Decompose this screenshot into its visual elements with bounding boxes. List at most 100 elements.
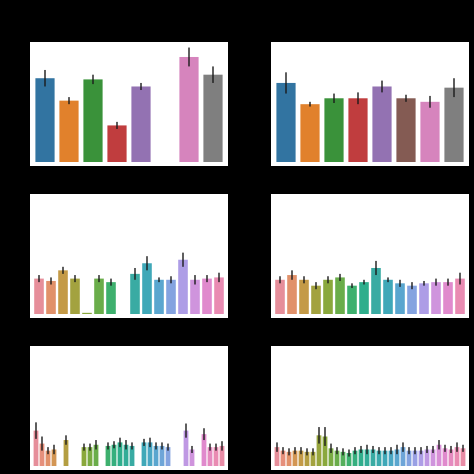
bar bbox=[275, 279, 285, 314]
bar bbox=[82, 312, 92, 314]
bar bbox=[424, 449, 430, 466]
bar bbox=[147, 442, 153, 466]
bar bbox=[334, 450, 340, 466]
subplot-3 bbox=[30, 194, 228, 318]
bar bbox=[190, 279, 200, 314]
bar bbox=[105, 445, 111, 466]
bar bbox=[444, 87, 464, 162]
bar bbox=[371, 267, 381, 314]
bar bbox=[396, 98, 416, 162]
bar bbox=[45, 450, 51, 466]
bar bbox=[117, 442, 123, 466]
bar bbox=[299, 279, 309, 314]
bar bbox=[93, 444, 99, 466]
bar bbox=[111, 444, 117, 466]
bar bbox=[189, 449, 195, 466]
bar bbox=[292, 450, 298, 466]
bar bbox=[280, 450, 286, 466]
bar bbox=[430, 449, 436, 466]
bar bbox=[130, 273, 140, 314]
bar bbox=[165, 447, 171, 466]
bar bbox=[70, 278, 80, 314]
subplot-grid bbox=[30, 42, 469, 470]
bar bbox=[83, 79, 103, 162]
subplot-2 bbox=[271, 42, 469, 166]
bar bbox=[276, 82, 296, 162]
subplot-6 bbox=[271, 346, 469, 470]
bar bbox=[214, 277, 224, 314]
bar bbox=[166, 279, 176, 314]
bar bbox=[63, 440, 69, 466]
bar bbox=[418, 450, 424, 466]
bar bbox=[51, 449, 57, 466]
bar bbox=[431, 282, 441, 314]
bar bbox=[286, 451, 292, 466]
bar bbox=[123, 444, 129, 466]
bar bbox=[34, 278, 44, 314]
bar bbox=[219, 445, 225, 466]
bar bbox=[348, 98, 368, 162]
bar bbox=[395, 283, 405, 314]
bar bbox=[46, 280, 56, 314]
subplot-5 bbox=[30, 346, 228, 470]
bar bbox=[358, 449, 364, 466]
bar bbox=[316, 435, 322, 466]
bar bbox=[442, 448, 448, 466]
bar bbox=[274, 447, 280, 466]
bar bbox=[407, 285, 417, 314]
bar bbox=[448, 449, 454, 466]
bar bbox=[400, 447, 406, 466]
bar bbox=[340, 451, 346, 466]
bar bbox=[300, 104, 320, 162]
bar bbox=[179, 56, 199, 163]
bar bbox=[454, 447, 460, 466]
bar bbox=[298, 450, 304, 466]
bar bbox=[141, 442, 147, 466]
bar bbox=[347, 285, 357, 314]
bar bbox=[106, 282, 116, 314]
bar bbox=[87, 447, 93, 466]
bar bbox=[383, 279, 393, 314]
bar bbox=[443, 282, 453, 314]
bar bbox=[460, 448, 466, 466]
bar bbox=[359, 282, 369, 314]
bar bbox=[129, 445, 135, 466]
bar bbox=[213, 447, 219, 466]
bar bbox=[322, 436, 328, 466]
bar bbox=[372, 86, 392, 162]
bar bbox=[335, 277, 345, 314]
bar bbox=[420, 101, 440, 162]
bar bbox=[58, 270, 68, 314]
bar bbox=[207, 447, 213, 466]
bar bbox=[131, 86, 151, 162]
bar bbox=[178, 259, 188, 314]
bar bbox=[202, 278, 212, 314]
bar bbox=[201, 434, 207, 466]
bar bbox=[81, 447, 87, 466]
bar bbox=[406, 450, 412, 466]
bar bbox=[376, 450, 382, 466]
subplot-background bbox=[30, 346, 228, 470]
bar bbox=[394, 449, 400, 466]
bar bbox=[159, 445, 165, 466]
bar bbox=[33, 430, 39, 466]
bar bbox=[370, 449, 376, 466]
bar bbox=[203, 74, 223, 162]
bar bbox=[311, 285, 321, 314]
bar bbox=[328, 448, 334, 466]
bar bbox=[419, 283, 429, 314]
bar bbox=[59, 100, 79, 162]
bar bbox=[388, 450, 394, 466]
bar bbox=[352, 450, 358, 466]
bar bbox=[382, 450, 388, 466]
bar bbox=[310, 451, 316, 466]
bar bbox=[436, 444, 442, 466]
bar bbox=[39, 443, 45, 466]
bar bbox=[364, 449, 370, 466]
bar bbox=[412, 450, 418, 466]
bar bbox=[154, 279, 164, 314]
bar bbox=[183, 430, 189, 466]
bar bbox=[346, 453, 352, 466]
bar bbox=[35, 78, 55, 162]
